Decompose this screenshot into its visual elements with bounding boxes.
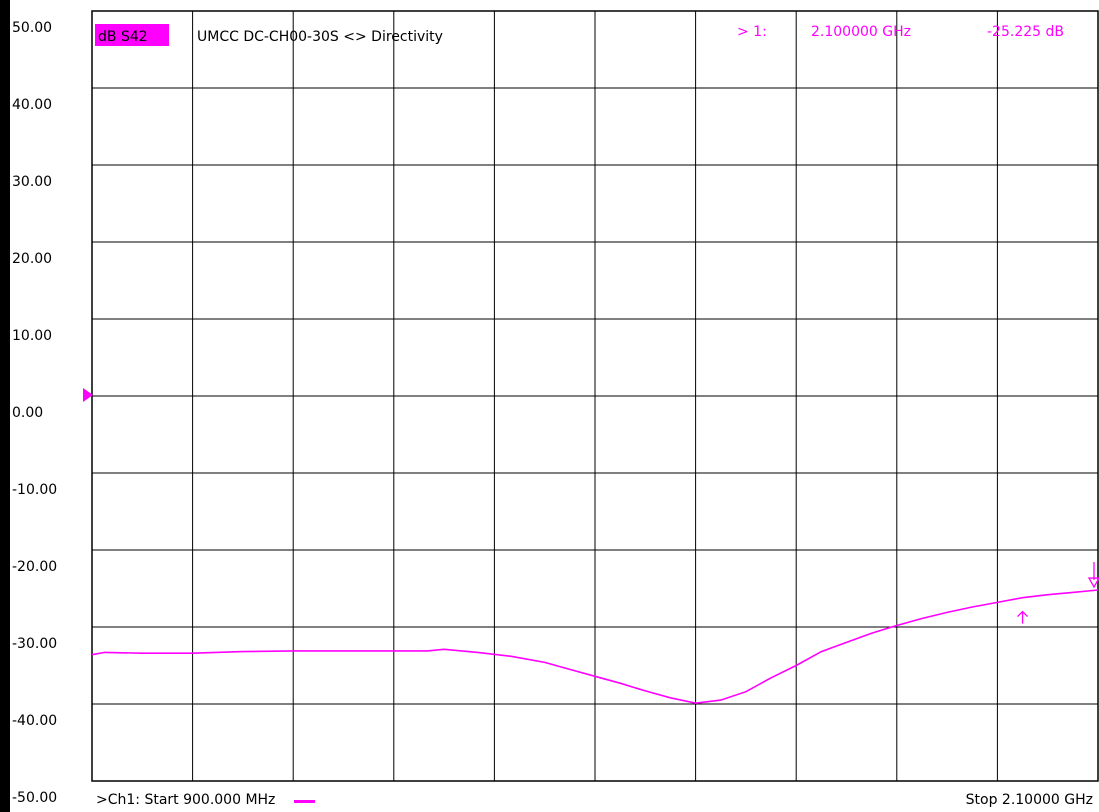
trace-title: UMCC DC-CH00-30S <> Directivity [197,29,443,45]
active-marker-triangle [1087,562,1099,589]
y-axis-tick-labels: 50.00 40.00 30.00 20.00 10.00 0.00 -10.00 -20.0… [12,20,57,806]
stop-frequency-label: Stop 2.10000 GHz [965,792,1093,808]
trace-label-badge [95,24,169,46]
trace-line [91,589,1099,705]
y-tick-label: 20.00 [12,251,52,267]
marker-1-arrow [1017,610,1029,624]
reference-level-marker [83,388,93,402]
y-tick-label: 50.00 [12,20,52,36]
y-tick-label: 40.00 [12,97,52,113]
y-tick-label: 30.00 [12,174,52,190]
y-tick-label: 10.00 [12,328,52,344]
marker-1-icon [1017,610,1029,624]
marker-value: -25.225 dB [987,24,1064,40]
screen-left-border [0,0,10,812]
y-tick-label: -10.00 [12,482,57,498]
start-frequency-label: >Ch1: Start 900.000 MHz [96,792,276,808]
trace-label: dB S42 [98,29,148,45]
y-tick-label: -30.00 [12,636,57,652]
marker-frequency: 2.100000 GHz [811,24,911,40]
trace-legend-swatch [294,800,315,803]
marker-index: > 1: [737,24,767,40]
grid-lines [92,11,1098,781]
trace-end-marker-icon [1087,562,1099,589]
y-tick-label: -40.00 [12,713,57,729]
y-tick-label: -20.00 [12,559,57,575]
y-tick-label: 0.00 [12,405,43,421]
y-tick-label: -50.00 [12,790,57,806]
